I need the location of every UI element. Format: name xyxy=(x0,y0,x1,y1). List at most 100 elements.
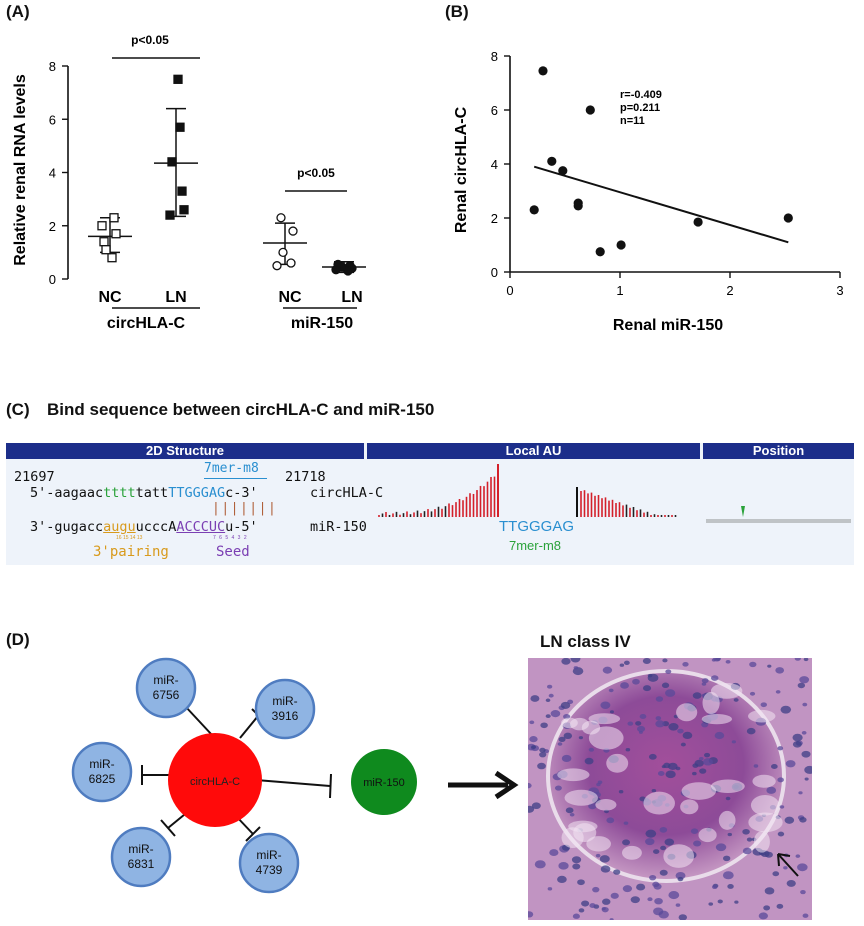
histology-nucleus xyxy=(764,887,775,895)
histology-lumen xyxy=(698,827,717,843)
histology-nucleus xyxy=(804,777,809,781)
histology-nucleus xyxy=(588,803,597,810)
histology-nucleus xyxy=(742,847,752,855)
histology-nucleus xyxy=(797,682,806,689)
histology-nucleus xyxy=(577,879,585,886)
histology-nucleus xyxy=(636,725,646,733)
histology-nucleus xyxy=(547,887,553,891)
histology-nucleus xyxy=(625,748,631,752)
b-xtick-label: 0 xyxy=(506,283,513,298)
histology-nucleus xyxy=(704,752,711,758)
panel-b-xlabel: Renal miR-150 xyxy=(613,317,723,334)
a-point xyxy=(167,157,177,167)
a-group-name-1: circHLA-C xyxy=(107,315,186,332)
histology-nucleus xyxy=(655,720,665,728)
histology-nucleus xyxy=(714,731,725,740)
right-arrow-icon xyxy=(494,770,519,800)
histology-nucleus xyxy=(596,782,601,787)
histology-lumen xyxy=(557,768,590,782)
histology-nucleus xyxy=(701,682,707,686)
histology-nucleus xyxy=(647,673,653,678)
site-marker-icon xyxy=(741,506,745,517)
b-point xyxy=(585,105,595,115)
histology-nucleus xyxy=(619,663,625,667)
a-group-name-2: miR-150 xyxy=(291,315,353,332)
histology-lumen xyxy=(702,691,720,715)
histology-nucleus xyxy=(727,884,734,889)
histology-nucleus xyxy=(794,658,801,661)
histology-nucleus xyxy=(801,731,807,735)
histology-nucleus xyxy=(655,696,664,702)
histology-nucleus xyxy=(713,658,721,662)
a-point xyxy=(99,237,109,247)
histology-nucleus xyxy=(663,762,671,769)
histology-nucleus xyxy=(595,853,601,858)
histology-nucleus xyxy=(771,764,778,770)
node-mir-4739 xyxy=(238,832,300,894)
histology-lumen xyxy=(586,836,611,852)
b-point xyxy=(538,66,548,76)
histology-image xyxy=(528,658,812,920)
histology-nucleus xyxy=(763,905,771,911)
histology-nucleus xyxy=(620,682,629,689)
histology-nucleus xyxy=(557,742,563,746)
node-mir-6831 xyxy=(110,826,172,888)
histology-nucleus xyxy=(665,669,672,674)
histology-nucleus xyxy=(710,675,719,681)
histology-lumen xyxy=(643,791,675,815)
a-sub-nc-1: NC xyxy=(98,289,122,306)
histology-nucleus xyxy=(677,728,684,734)
histology-nucleus xyxy=(528,911,534,918)
histology-lumen xyxy=(710,682,743,699)
site-type-underline xyxy=(204,478,267,479)
edge-4739-bar xyxy=(245,826,261,842)
histology-nucleus xyxy=(703,758,713,766)
histology-nucleus xyxy=(801,750,811,758)
histology-nucleus xyxy=(601,907,609,913)
panel-c-title: Bind sequence between circHLA-C and miR-… xyxy=(47,400,435,419)
histology-nucleus xyxy=(760,702,767,708)
histology-lumen xyxy=(564,789,598,806)
histology-nucleus xyxy=(600,865,611,873)
histology-nucleus xyxy=(777,777,784,783)
histology-nucleus xyxy=(622,885,633,893)
histology-nucleus xyxy=(777,831,785,837)
histology-nucleus xyxy=(539,751,547,758)
b-point xyxy=(529,205,539,215)
panel-b-label: (B) xyxy=(445,2,469,21)
a-point xyxy=(107,253,117,263)
mir-6831-l2: 6831 xyxy=(128,857,155,871)
circhla-sequence: 5'-aagaactttttattTTGGGAGc-3' xyxy=(30,485,258,501)
a-ytick-label: 2 xyxy=(49,219,56,234)
histology-nucleus xyxy=(610,892,619,899)
histology-nucleus xyxy=(731,740,736,744)
a-sub-nc-2: NC xyxy=(278,289,302,306)
histology-nucleus xyxy=(602,666,613,674)
utr-bar xyxy=(706,519,851,523)
a-point xyxy=(173,74,183,84)
b-xtick-label: 2 xyxy=(726,283,733,298)
histology-nucleus xyxy=(632,678,640,685)
histology-nucleus xyxy=(653,849,660,854)
a-pvalue-1: p<0.05 xyxy=(131,33,169,47)
au-site-type: 7mer-m8 xyxy=(509,538,561,553)
histology-nucleus xyxy=(795,854,801,858)
mir-3916-l1: miR- xyxy=(272,694,297,708)
au-site-sequence: TTGGGAG xyxy=(499,518,574,535)
mir-4739-l1: miR- xyxy=(256,848,281,862)
histology-nucleus xyxy=(783,866,788,870)
histology-nucleus xyxy=(600,701,611,709)
histology-nucleus xyxy=(775,690,781,694)
histology-nucleus xyxy=(660,845,667,851)
histology-nucleus xyxy=(792,733,803,742)
b-ytick-label: 4 xyxy=(491,157,498,172)
histology-nucleus xyxy=(766,786,777,794)
mir-6831-l1: miR- xyxy=(128,842,153,856)
a-point xyxy=(109,213,119,223)
histology-nucleus xyxy=(652,881,660,888)
a-sub-ln-1: LN xyxy=(165,289,186,306)
histology-nucleus xyxy=(675,871,686,880)
histology-nucleus xyxy=(749,661,757,668)
a-point xyxy=(179,205,189,215)
histology-lumen xyxy=(681,782,717,800)
